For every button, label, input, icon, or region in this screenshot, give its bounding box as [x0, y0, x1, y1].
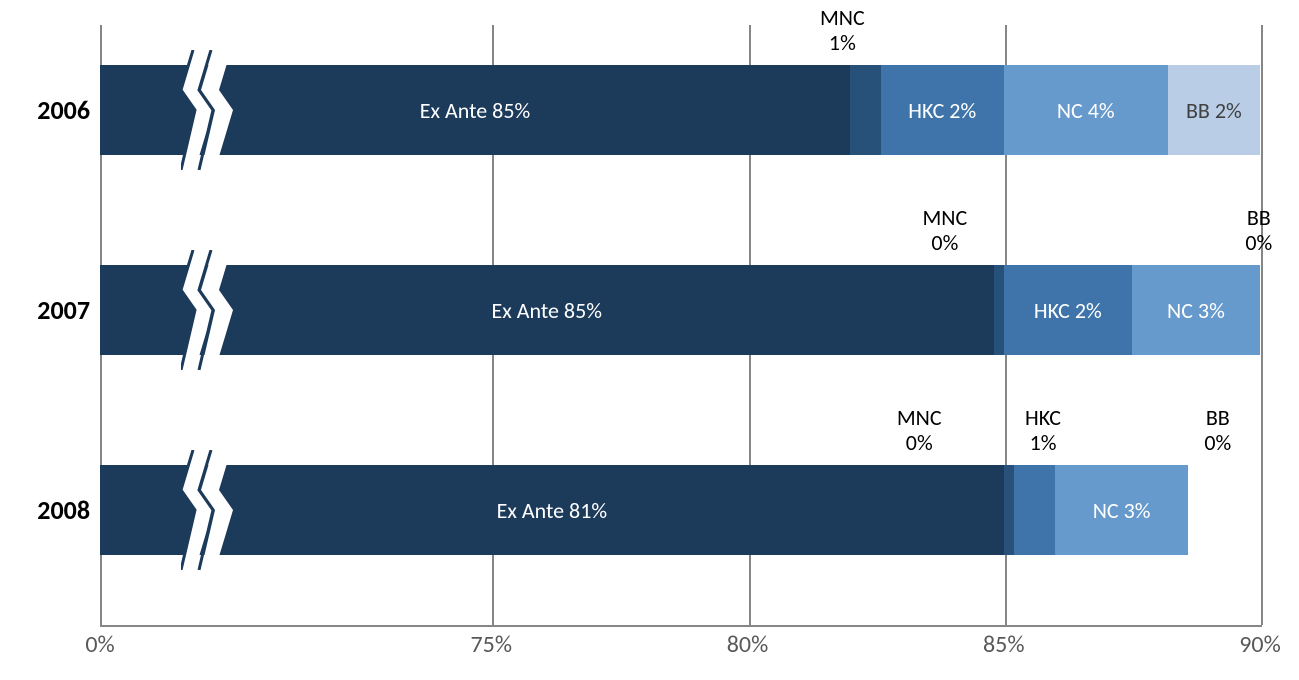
bar-row: Ex Ante 85%HKC 2%NC 3%: [100, 265, 1260, 355]
x-tick-label: 90%: [1239, 630, 1280, 659]
stacked-bar-chart: 2006 2007 2008 0%75%80%85%90%MNC 1%Ex An…: [20, 20, 1280, 660]
segment-nc: NC 4%: [1004, 65, 1168, 155]
segment-ex_ante: Ex Ante 85%: [100, 65, 850, 155]
segment-hkc: HKC 2%: [1004, 265, 1132, 355]
callout-bb: BB 0%: [1204, 405, 1231, 456]
y-label-2006: 2006: [20, 94, 90, 126]
x-tick-label: 0%: [85, 630, 114, 659]
segment-ex_ante: Ex Ante 85%: [100, 265, 994, 355]
y-label-2008: 2008: [20, 494, 90, 526]
x-tick-label: 75%: [471, 630, 512, 659]
segment-bb: BB 2%: [1168, 65, 1260, 155]
segment-mnc: [850, 65, 881, 155]
bar-row: Ex Ante 85% HKC 2%NC 4%BB 2%: [100, 65, 1260, 155]
callout-bb: BB 0%: [1245, 205, 1272, 256]
segment-mnc: [994, 265, 1004, 355]
gridline: [1261, 25, 1263, 625]
callout-hkc: HKC 1%: [1025, 405, 1061, 456]
callout-mnc: MNC 1%: [820, 5, 865, 56]
segment-ex_ante: Ex Ante 81%: [100, 465, 1004, 555]
y-label-2007: 2007: [20, 294, 90, 326]
callout-mnc: MNC 0%: [923, 205, 968, 256]
bar-row: Ex Ante 81% NC 3%: [100, 465, 1188, 555]
segment-hkc: [1014, 465, 1055, 555]
segment-mnc: [1004, 465, 1014, 555]
x-tick-label: 85%: [983, 630, 1024, 659]
segment-nc: NC 3%: [1055, 465, 1188, 555]
x-tick-label: 80%: [727, 630, 768, 659]
segment-nc: NC 3%: [1132, 265, 1260, 355]
segment-hkc: HKC 2%: [881, 65, 1004, 155]
callout-mnc: MNC 0%: [897, 405, 942, 456]
